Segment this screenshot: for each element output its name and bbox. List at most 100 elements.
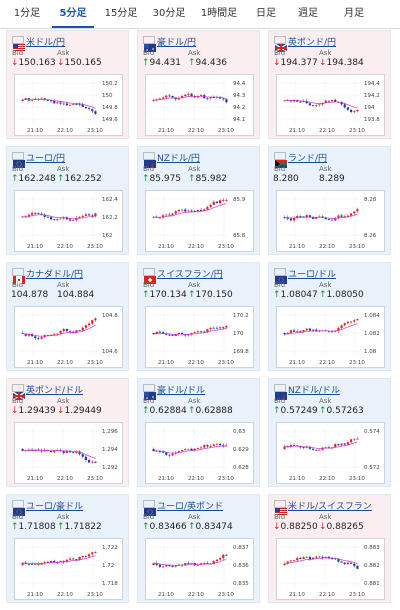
- gb-flag-icon: [12, 384, 26, 401]
- candle-body: [324, 217, 327, 220]
- ask-value: ↓1.29449: [57, 406, 102, 416]
- candle-body: [87, 323, 91, 326]
- mini-chart[interactable]: 150.2 150 149.8 149.6 21:10 22:10 23:10: [14, 74, 123, 136]
- candle-body: [302, 447, 305, 449]
- y-tick-label: 1.082: [364, 331, 380, 337]
- tab-7[interactable]: 月足: [344, 8, 364, 19]
- candle-chart-svg: 1.722 1.72 1.718 21:10 22:10 23:10: [19, 543, 118, 598]
- za-flag-icon: [274, 152, 287, 168]
- nz-flag-icon: [143, 152, 156, 168]
- candle-body: [68, 219, 72, 221]
- tab-2[interactable]: 15分足: [104, 8, 138, 19]
- pair-title-link[interactable]: 英ポンド/円: [274, 35, 336, 48]
- mini-chart[interactable]: 194.4 194.2 194 193.8 21:10 22:10 23:10: [276, 74, 385, 136]
- pair-title-link[interactable]: 豪ドル/ドル: [143, 383, 205, 396]
- pair-title-link[interactable]: 豪ドル/円: [143, 35, 196, 48]
- mini-chart[interactable]: 170.2 170 169.8 21:10 22:10 23:10: [145, 306, 254, 368]
- moving-average-line: [22, 450, 96, 459]
- tab-6[interactable]: 週足: [298, 8, 318, 19]
- x-tick-label: 21:10: [27, 592, 43, 598]
- candle-body: [286, 332, 289, 335]
- candle-body: [177, 451, 181, 453]
- pair-title-link[interactable]: ユーロ/英ポンド: [143, 499, 223, 512]
- ask-label: Ask: [57, 165, 70, 173]
- mini-chart[interactable]: 94.4 94.3 94.2 94.1 21:10 22:10 23:10: [145, 74, 254, 136]
- candle-body: [212, 561, 215, 565]
- candle-body: [180, 96, 184, 99]
- ask-value: ↑1.08050: [319, 290, 364, 300]
- mini-chart[interactable]: 0.63 0.629 0.628 21:10 22:10 23:10: [145, 422, 254, 484]
- y-tick-label: 1.292: [102, 465, 118, 471]
- rate-card: 英ポンド/円 Bid Ask ↓194.377 ↓194.384 194.4 194.2 19…: [268, 30, 391, 139]
- moving-average-line: [22, 98, 96, 109]
- bid-label: Bid: [274, 165, 286, 173]
- candle-body: [296, 331, 299, 333]
- candle-body: [68, 331, 72, 332]
- mini-chart[interactable]: 8.28 8.26 21:10 22:10 23:10: [276, 190, 385, 252]
- candle-body: [87, 460, 91, 463]
- bid-value: ↑170.134: [142, 290, 187, 300]
- pair-title-link[interactable]: NZドル/ドル: [274, 383, 340, 396]
- candle-body: [59, 560, 62, 563]
- candle-body: [308, 215, 312, 218]
- pair-title-link[interactable]: 米ドル/スイスフラン: [274, 499, 372, 512]
- candle-body: [91, 552, 94, 555]
- pair-title-text: カナダドル/円: [26, 270, 84, 280]
- candle-chart-svg: 0.63 0.629 0.628 21:10 22:10 23:10: [150, 427, 249, 482]
- candle-body: [158, 217, 162, 219]
- candle-body: [168, 565, 171, 567]
- mini-chart[interactable]: 0.574 0.572 21:10 22:10 23:10: [276, 422, 385, 484]
- candle-body: [222, 327, 225, 329]
- tab-1[interactable]: 5分足: [52, 0, 94, 28]
- pair-title-link[interactable]: ランド/円: [274, 151, 327, 164]
- bid-value: ↑1.08047: [273, 290, 318, 300]
- candle-body: [84, 325, 88, 328]
- bid-label: Bid: [12, 397, 24, 405]
- candle-body: [168, 334, 171, 336]
- candle-body: [94, 552, 97, 554]
- ask-text: 1.08050: [326, 290, 364, 300]
- pair-title-link[interactable]: 英ポンド/ドル: [12, 383, 83, 396]
- trend-arrow-icon: ↑: [57, 174, 65, 184]
- mini-chart[interactable]: 0.883 0.882 0.881 21:10 22:10 23:10: [276, 538, 385, 600]
- trend-arrow-icon: ↑: [188, 522, 196, 532]
- tab-5[interactable]: 日足: [256, 8, 276, 19]
- pair-title-link[interactable]: スイスフラン/円: [143, 267, 223, 280]
- ask-value: ↓0.88265: [319, 522, 364, 532]
- candle-body: [196, 209, 200, 212]
- candle-body: [346, 215, 350, 217]
- candle-body: [346, 442, 350, 445]
- mini-chart[interactable]: 1.084 1.082 1.08 21:10 22:10 23:10: [276, 306, 385, 368]
- x-tick-label: 23:10: [349, 360, 365, 366]
- candle-body: [30, 99, 34, 101]
- pair-title-link[interactable]: ユーロ/円: [12, 151, 65, 164]
- pair-title-text: 豪ドル/ドル: [157, 386, 206, 396]
- candle-chart-svg: 104.8 104.6 21:10 22:10 23:10: [19, 311, 118, 366]
- mini-chart[interactable]: 0.837 0.836 0.835 21:10 22:10 23:10: [145, 538, 254, 600]
- ask-label: Ask: [57, 281, 70, 289]
- pair-title-link[interactable]: ユーロ/ドル: [274, 267, 336, 280]
- mini-chart[interactable]: 85.9 85.8 21:10 22:10 23:10: [145, 190, 254, 252]
- candle-body: [21, 333, 24, 334]
- candle-body: [53, 450, 56, 453]
- tab-4[interactable]: 1時間足: [200, 8, 238, 19]
- mini-chart[interactable]: 1.296 1.294 1.292 21:10 22:10 23:10: [14, 422, 123, 484]
- x-tick-label: 23:10: [349, 476, 365, 482]
- x-tick-label: 21:10: [158, 476, 174, 482]
- mini-chart[interactable]: 162.4 162.2 162 21:10 22:10 23:10: [14, 190, 123, 252]
- pair-title-link[interactable]: NZドル/円: [143, 151, 200, 164]
- candle-body: [215, 443, 219, 445]
- mini-chart[interactable]: 1.722 1.72 1.718 21:10 22:10 23:10: [14, 538, 123, 600]
- pair-title-link[interactable]: カナダドル/円: [12, 267, 83, 280]
- x-tick-label: 22:10: [57, 360, 73, 366]
- candle-body: [206, 329, 209, 333]
- tab-3[interactable]: 30分足: [152, 8, 186, 19]
- tab-0[interactable]: 1分足: [13, 8, 41, 19]
- candle-body: [37, 563, 40, 565]
- candle-body: [81, 327, 84, 331]
- mini-chart[interactable]: 104.8 104.6 21:10 22:10 23:10: [14, 306, 123, 368]
- rate-card: ランド/円 Bid Ask 8.280 8.289 8.28 8.26 21:10 22:10 2…: [268, 146, 391, 255]
- pair-title-link[interactable]: ユーロ/豪ドル: [12, 499, 83, 512]
- pair-title-text: ユーロ/ドル: [288, 270, 337, 280]
- pair-title-link[interactable]: 米ドル/円: [12, 35, 65, 48]
